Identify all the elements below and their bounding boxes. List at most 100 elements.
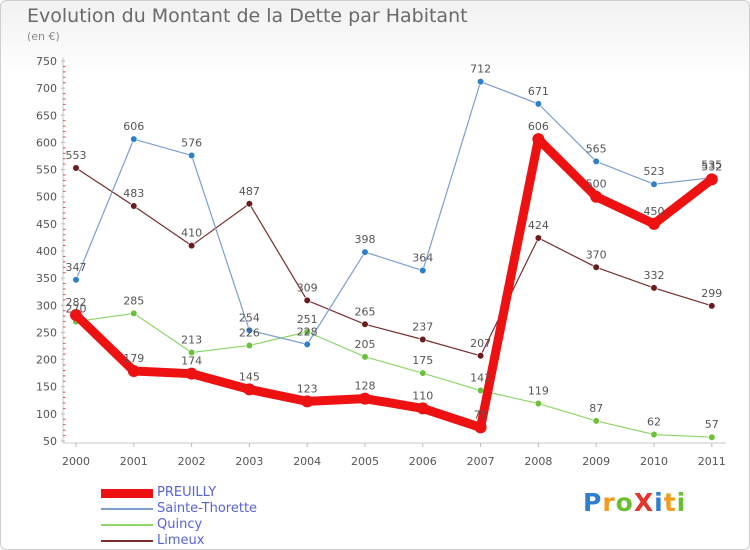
data-point <box>130 309 138 318</box>
y-tick-label: 600 <box>36 136 57 149</box>
data-label: 143 <box>470 372 491 385</box>
data-label: 332 <box>644 269 665 282</box>
data-label: 606 <box>528 120 549 133</box>
legend-label: Limeux <box>157 533 205 548</box>
data-label: 110 <box>412 389 433 402</box>
data-label: 62 <box>647 415 661 428</box>
y-tick-label: 750 <box>36 55 57 68</box>
data-point <box>590 190 603 203</box>
series-line-preuilly <box>71 134 717 432</box>
data-label: 487 <box>239 185 260 198</box>
data-point <box>72 164 80 172</box>
data-point <box>303 340 311 348</box>
data-point <box>650 180 658 188</box>
data-label: 237 <box>412 320 433 333</box>
data-point <box>243 383 256 396</box>
data-label: 226 <box>239 326 260 339</box>
data-point <box>592 417 600 425</box>
data-label: 565 <box>586 142 607 155</box>
logo-letter: i <box>676 488 687 517</box>
data-label: 532 <box>701 160 722 173</box>
data-label: 299 <box>701 287 722 300</box>
data-label: 671 <box>528 85 549 98</box>
data-point <box>185 367 198 380</box>
y-tick-label: 550 <box>36 164 57 177</box>
y-tick-label: 700 <box>36 82 57 95</box>
data-label: 251 <box>297 313 318 326</box>
data-label: 205 <box>355 338 376 351</box>
x-tick-label: 2007 <box>467 455 495 468</box>
data-label: 347 <box>66 261 87 274</box>
x-tick-label: 2011 <box>698 455 726 468</box>
legend-swatch <box>101 488 153 498</box>
data-point <box>130 202 138 210</box>
data-label: 282 <box>66 296 87 309</box>
legend-swatch <box>101 540 153 542</box>
series-line-limeux <box>75 167 713 357</box>
logo-letter: P <box>583 488 603 517</box>
data-point <box>650 284 658 292</box>
logo-letter: X <box>633 488 655 517</box>
data-label: 606 <box>123 120 144 133</box>
data-label: 179 <box>123 352 144 365</box>
data-label: 145 <box>239 370 260 383</box>
data-point <box>705 173 718 186</box>
data-point <box>419 335 427 344</box>
data-point <box>70 309 82 322</box>
data-point <box>534 100 543 108</box>
data-label: 119 <box>528 385 549 398</box>
data-point <box>303 328 311 336</box>
y-tick-label: 50 <box>43 435 57 448</box>
data-point <box>188 348 196 357</box>
logo-letter: i <box>654 488 664 517</box>
data-point <box>474 421 487 434</box>
x-tick-label: 2001 <box>120 455 148 468</box>
data-label: 424 <box>528 219 549 232</box>
data-point <box>245 326 253 334</box>
x-tick-label: 2008 <box>524 455 552 468</box>
legend-label: Quincy <box>157 517 203 532</box>
data-label: 128 <box>355 380 376 393</box>
data-point <box>130 135 138 143</box>
x-tick-label: 2000 <box>62 455 90 468</box>
x-tick-label: 2010 <box>640 455 668 468</box>
data-point <box>534 399 543 408</box>
data-label: 398 <box>355 233 376 246</box>
x-tick-label: 2006 <box>409 455 437 468</box>
data-point <box>72 276 80 284</box>
data-label: 75 <box>474 408 488 421</box>
y-tick-label: 300 <box>36 299 57 312</box>
y-tick-label: 100 <box>36 408 57 421</box>
y-tick-label: 450 <box>36 218 57 231</box>
data-point <box>534 234 543 242</box>
data-label: 254 <box>239 311 260 324</box>
data-label: 207 <box>470 337 491 350</box>
legend-swatch <box>101 524 153 526</box>
data-label: 175 <box>412 354 433 367</box>
data-label: 265 <box>355 305 376 318</box>
data-point <box>361 353 369 361</box>
data-point <box>532 133 545 146</box>
data-label: 270 <box>66 303 87 316</box>
data-point <box>592 263 600 271</box>
legend-label: PREUILLY <box>157 485 217 500</box>
data-point <box>419 369 427 377</box>
legend-label: Sainte-Thorette <box>157 501 258 516</box>
chart-title: Evolution du Montant de la Dette par Hab… <box>27 5 468 27</box>
x-tick-label: 2005 <box>351 455 379 468</box>
data-point <box>416 402 429 415</box>
data-point <box>301 395 314 408</box>
data-point <box>648 217 660 230</box>
data-point <box>359 392 371 405</box>
data-point <box>188 151 196 160</box>
data-label: 174 <box>181 355 202 368</box>
y-tick-label: 500 <box>36 191 57 204</box>
data-point <box>245 341 253 350</box>
y-tick-label: 350 <box>36 272 57 285</box>
data-point <box>361 248 369 256</box>
data-point <box>127 364 140 377</box>
y-tick-label: 650 <box>36 109 57 122</box>
data-label: 553 <box>66 149 87 162</box>
x-tick-label: 2003 <box>235 455 263 468</box>
